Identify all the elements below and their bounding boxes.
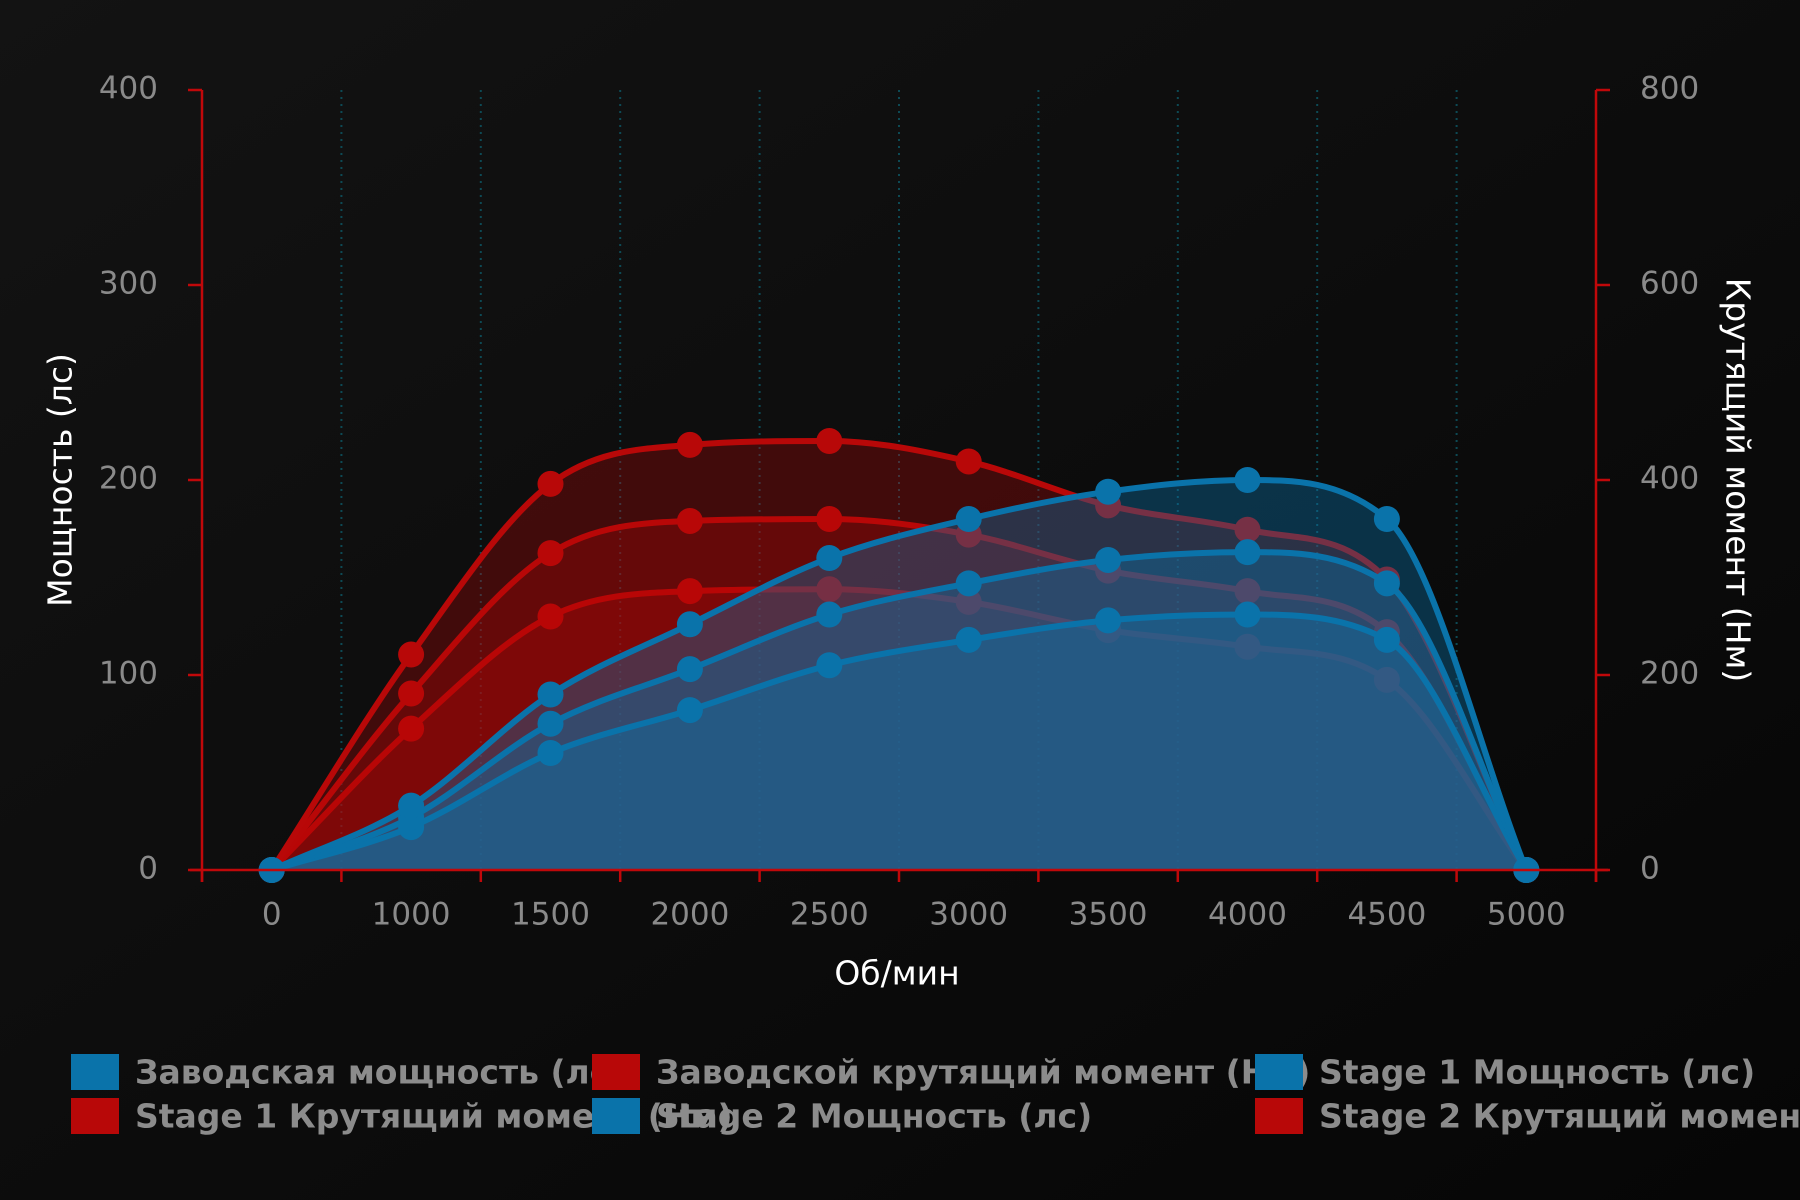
legend-swatch [71,1054,119,1090]
series-area [271,552,1527,870]
series-line [269,586,1529,873]
legend-label: Stage 2 Мощность (лс) [656,1097,1092,1136]
data-point [537,540,564,567]
series-line [270,549,1529,873]
series-area [271,480,1527,870]
data-point [816,601,843,628]
y2-tick-label: 200 [1640,656,1699,692]
y-tick-label: 0 [138,851,158,887]
data-point [1095,607,1122,634]
legend-label: Stage 2 Крутящий момент (Нм) [1319,1097,1800,1136]
series-area [271,519,1527,870]
x-tick-label: 1000 [372,897,451,933]
legend: Заводская мощность (лс) Заводской крутящи… [71,1053,1800,1136]
legend-label: Stage 1 Мощность (лс) [1319,1053,1755,1092]
legend-swatch [1255,1054,1303,1090]
data-point [398,792,425,819]
series-line [269,437,1530,872]
data-point [1234,467,1261,493]
series-area [271,589,1527,870]
data-point [1234,578,1261,605]
data-point [816,428,843,454]
legend-swatch [592,1098,640,1134]
x-tick-label: 4000 [1208,897,1287,933]
data-point [537,603,564,630]
x-tick-label: 3500 [1069,897,1148,933]
data-point [676,656,703,683]
data-point [816,545,843,571]
data-point [676,431,703,458]
y-tick-label: 300 [99,266,158,302]
data-point [1095,546,1122,573]
data-point [398,641,425,668]
data-point [816,506,843,532]
y-tick-label: 200 [99,461,158,497]
x-tick-label: 0 [262,897,282,933]
y2-axis-title: Крутящий момент (Нм) [1719,278,1758,682]
series-area [271,441,1527,870]
data-point [1373,626,1400,653]
legend-label: Заводская мощность (лс) [135,1053,624,1092]
data-point [955,448,982,475]
data-point [955,570,982,597]
data-layer [258,428,1540,883]
x-tick-label: 3000 [929,897,1008,933]
x-tick-label: 2000 [650,897,729,933]
data-point [537,681,564,708]
series-area [271,614,1527,870]
data-point [398,715,425,742]
legend-swatch [1255,1098,1303,1134]
data-point [537,740,564,766]
series-line [269,515,1529,872]
y2-tick-label: 600 [1640,266,1699,302]
data-point [1095,478,1122,505]
legend-label: Stage 1 Крутящий момент (Нм) [135,1097,733,1136]
data-point [1373,570,1400,597]
data-point [955,506,982,532]
data-point [676,507,703,534]
y2-tick-label: 800 [1640,71,1699,107]
data-point [676,697,703,724]
x-tick-label: 1500 [511,897,590,933]
data-point [676,611,703,638]
data-point [1373,506,1400,532]
data-point [955,588,982,615]
x-tick-label: 2500 [790,897,869,933]
data-point [816,652,843,679]
axes-layer: 0 1000 1500 2000 2500 3000 3500 4000 4500 5000010… [99,71,1699,933]
data-point [816,576,843,603]
data-point [398,680,425,707]
data-point [1373,666,1400,693]
x-axis-title: Об/мин [834,954,959,993]
data-point [1234,633,1261,660]
y-tick-label: 400 [99,71,158,107]
y2-tick-label: 400 [1640,461,1699,497]
legend-label: Заводской крутящий момент (Нм) [656,1053,1310,1092]
legend-swatch [71,1098,119,1134]
data-point [955,626,982,653]
data-point [1234,516,1261,543]
data-point [676,578,703,605]
data-point [1234,539,1261,566]
series-line [270,611,1529,873]
x-tick-label: 5000 [1487,897,1566,933]
data-point [1234,601,1261,628]
data-point [537,710,564,737]
data-point [537,470,564,497]
legend-swatch [592,1054,640,1090]
y2-tick-label: 0 [1640,851,1660,887]
y-axis-title: Мощность (лс) [41,353,80,607]
y-tick-label: 100 [99,656,158,692]
x-tick-label: 4500 [1347,897,1426,933]
